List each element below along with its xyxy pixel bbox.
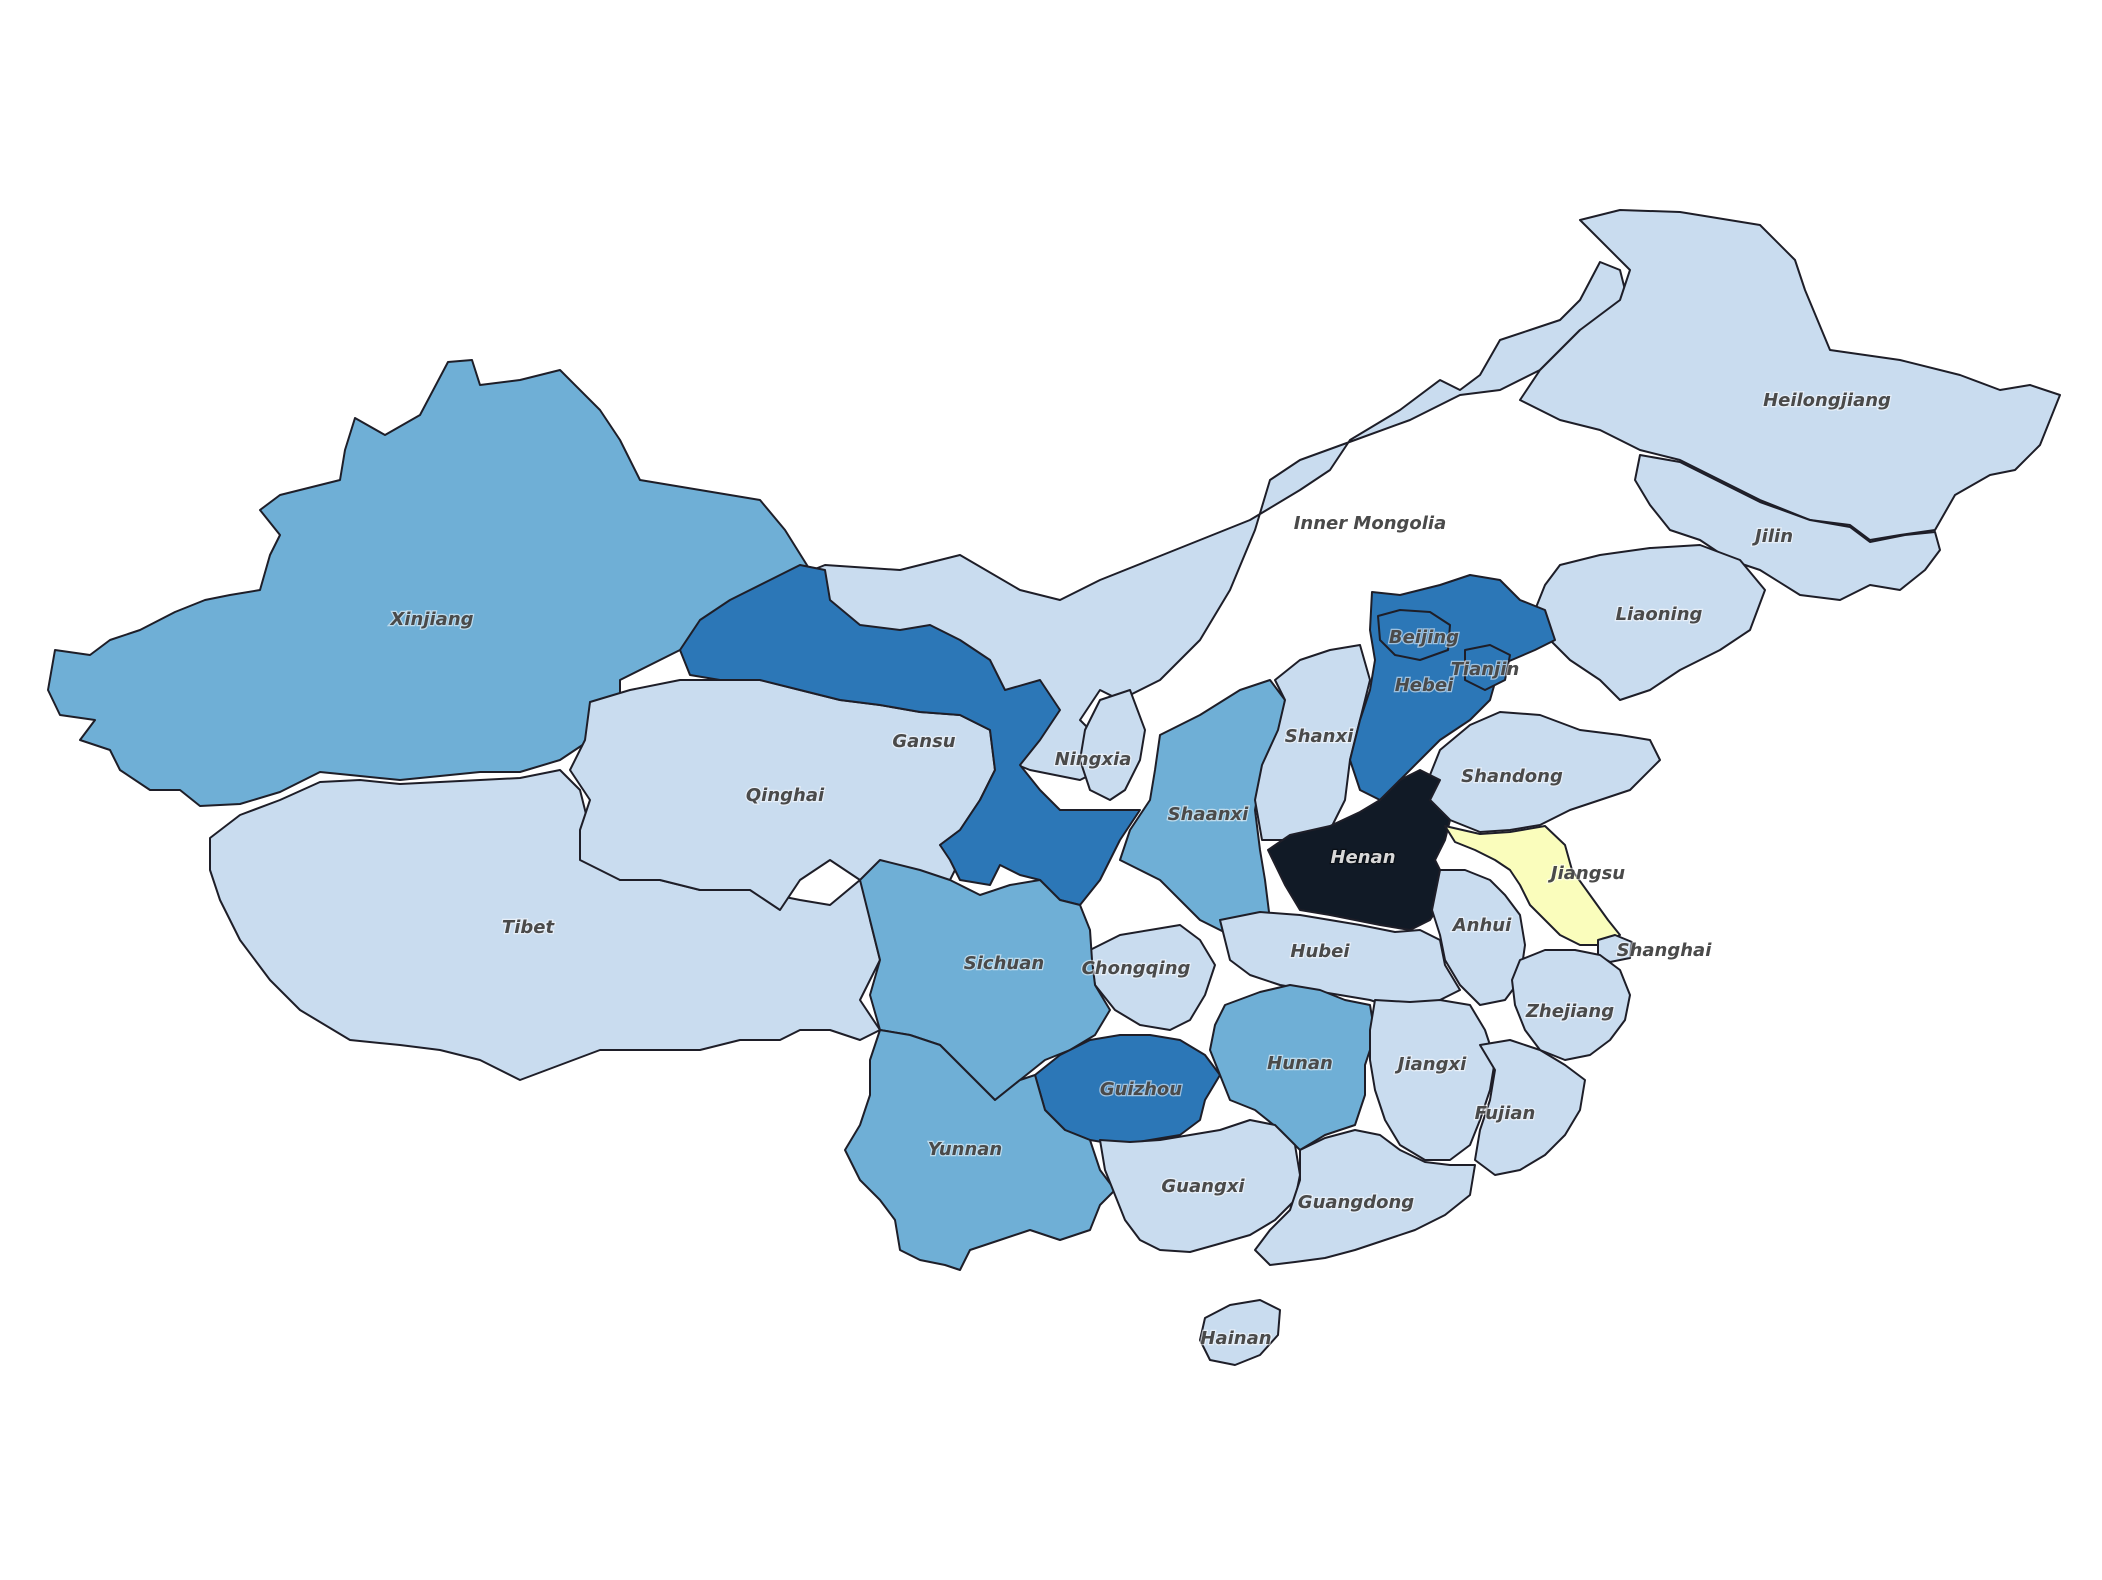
region-hunan[interactable] [1209, 984, 1376, 1151]
region-fujian[interactable] [1474, 1039, 1586, 1176]
region-heilongjiang[interactable] [1519, 209, 2061, 541]
region-zhejiang[interactable] [1511, 949, 1631, 1061]
region-jiangxi[interactable] [1369, 999, 1496, 1161]
region-jiangsu[interactable] [1444, 825, 1621, 946]
region-tianjin[interactable] [1464, 644, 1511, 691]
region-beijing[interactable] [1377, 609, 1451, 661]
label-inner-mongolia: Inner Mongolia [1294, 513, 1447, 534]
region-gansu[interactable] [679, 564, 1141, 906]
region-ningxia[interactable] [1079, 689, 1146, 801]
region-henan[interactable] [1267, 769, 1461, 931]
region-guangxi[interactable] [1099, 1119, 1301, 1253]
region-jilin[interactable] [1634, 454, 1941, 601]
region-yunnan[interactable] [844, 1029, 1116, 1271]
region-shandong[interactable] [1429, 711, 1661, 833]
region-hubei[interactable] [1219, 911, 1461, 1011]
region-hainan[interactable] [1199, 1299, 1281, 1366]
region-shanxi[interactable] [1254, 644, 1371, 841]
region-liaoning[interactable] [1534, 544, 1766, 701]
region-chongqing[interactable] [1089, 924, 1216, 1031]
region-guangdong[interactable] [1254, 1129, 1476, 1266]
